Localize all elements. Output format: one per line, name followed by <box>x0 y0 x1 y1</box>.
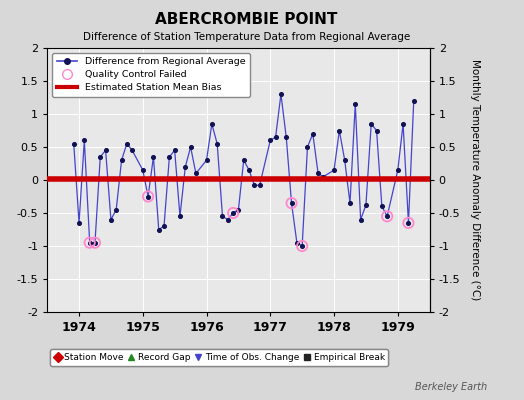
Point <box>250 182 258 188</box>
Point <box>351 101 359 107</box>
Point <box>330 167 339 173</box>
Point <box>266 137 275 144</box>
Point <box>181 164 190 170</box>
Point <box>356 216 365 223</box>
Point <box>170 147 179 154</box>
Point <box>229 210 237 216</box>
Point <box>117 157 126 163</box>
Text: ABERCROMBIE POINT: ABERCROMBIE POINT <box>155 12 337 27</box>
Point <box>293 240 301 246</box>
Point <box>75 220 83 226</box>
Point <box>202 157 211 163</box>
Point <box>213 140 221 147</box>
Point <box>96 154 104 160</box>
Point <box>160 223 168 229</box>
Point <box>341 157 349 163</box>
Point <box>373 127 381 134</box>
Point <box>287 200 296 206</box>
Point <box>239 157 248 163</box>
Point <box>176 213 184 220</box>
Point <box>144 193 152 200</box>
Legend: Station Move, Record Gap, Time of Obs. Change, Empirical Break: Station Move, Record Gap, Time of Obs. C… <box>50 349 388 366</box>
Point <box>314 170 322 177</box>
Point <box>144 193 152 200</box>
Point <box>229 210 237 216</box>
Point <box>192 170 200 177</box>
Point <box>362 202 370 208</box>
Point <box>165 154 173 160</box>
Point <box>245 167 253 173</box>
Point <box>298 243 307 249</box>
Point <box>282 134 290 140</box>
Point <box>85 240 94 246</box>
Point <box>319 174 328 180</box>
Y-axis label: Monthly Temperature Anomaly Difference (°C): Monthly Temperature Anomaly Difference (… <box>470 59 480 301</box>
Point <box>149 154 158 160</box>
Point <box>102 147 110 154</box>
Point <box>410 98 418 104</box>
Point <box>335 127 344 134</box>
Point <box>383 213 391 220</box>
Point <box>404 220 412 226</box>
Text: Berkeley Earth: Berkeley Earth <box>415 382 487 392</box>
Point <box>85 240 94 246</box>
Point <box>155 226 163 233</box>
Point <box>91 240 99 246</box>
Point <box>309 130 317 137</box>
Point <box>271 134 280 140</box>
Point <box>383 213 391 220</box>
Point <box>303 144 312 150</box>
Point <box>378 203 386 210</box>
Point <box>404 220 412 226</box>
Text: Difference of Station Temperature Data from Regional Average: Difference of Station Temperature Data f… <box>83 32 410 42</box>
Point <box>399 121 407 127</box>
Point <box>128 147 136 154</box>
Point <box>139 167 147 173</box>
Point <box>123 140 131 147</box>
Point <box>298 243 307 249</box>
Point <box>91 240 99 246</box>
Point <box>234 206 243 213</box>
Point <box>287 200 296 206</box>
Point <box>346 200 354 206</box>
Point <box>208 121 216 127</box>
Point <box>219 213 227 220</box>
Point <box>70 140 78 147</box>
Point <box>112 206 121 213</box>
Point <box>277 91 285 97</box>
Point <box>80 137 89 144</box>
Point <box>107 216 115 223</box>
Point <box>394 167 402 173</box>
Point <box>367 121 375 127</box>
Point <box>256 182 264 188</box>
Point <box>224 216 232 223</box>
Point <box>187 144 195 150</box>
